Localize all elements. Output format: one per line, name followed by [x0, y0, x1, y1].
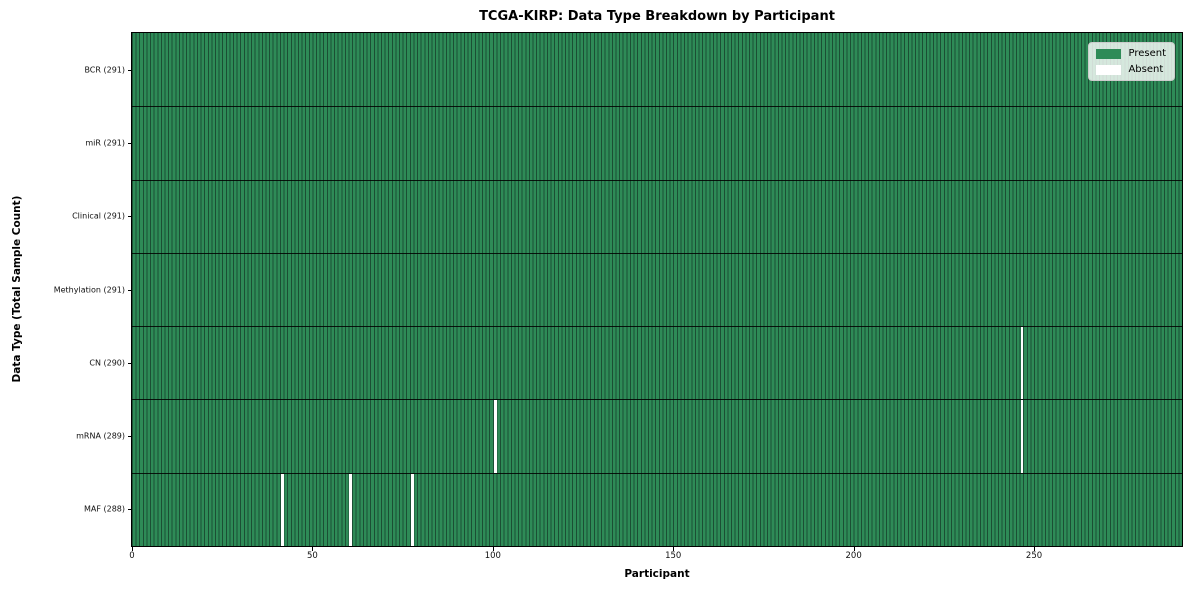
legend-item-present: Present [1096, 48, 1166, 59]
y-tick-label: mRNA (289) [76, 431, 125, 441]
absent-cell [349, 473, 353, 546]
y-tick-mark [128, 509, 132, 511]
heatmap-row-mrna [132, 399, 1182, 473]
y-tick-label: miR (291) [85, 138, 125, 148]
x-tick-label: 250 [1025, 551, 1043, 561]
legend-present-swatch [1096, 48, 1122, 59]
y-tick-label: CN (290) [89, 358, 125, 368]
y-tick-mark [128, 142, 132, 144]
legend-absent-swatch [1096, 64, 1122, 75]
absent-cell [1020, 400, 1024, 473]
x-tick-mark [853, 547, 855, 551]
heatmap-row-mir [132, 106, 1182, 180]
heatmap-row-cn [132, 326, 1182, 400]
heatmap-row-clinical [132, 179, 1182, 253]
x-tick-label: 100 [484, 551, 501, 561]
x-tick-label: 50 [306, 551, 318, 561]
y-tick-mark [128, 69, 132, 71]
absent-cell [1020, 327, 1024, 400]
legend-item-absent: Absent [1096, 64, 1166, 75]
y-tick-mark [128, 362, 132, 364]
x-tick-mark [673, 547, 675, 551]
y-tick-label: Methylation (291) [53, 285, 125, 294]
heatmap-row-bcr [132, 33, 1182, 107]
x-tick-mark [312, 547, 314, 551]
legend-absent-label: Absent [1128, 64, 1164, 75]
legend-present-label: Present [1128, 48, 1166, 59]
y-tick-label: MAF (288) [83, 504, 125, 514]
x-tick-mark [492, 547, 494, 551]
heatmap-row-methylation [132, 252, 1182, 327]
x-axis-label: Participant [624, 568, 690, 580]
x-tick-label: 200 [845, 551, 862, 561]
legend: Present Absent [1088, 42, 1175, 81]
heatmap-row-maf [132, 472, 1182, 546]
y-tick-mark [128, 436, 132, 438]
chart-title: TCGA-KIRP: Data Type Breakdown by Partic… [479, 9, 835, 24]
absent-cell [493, 400, 497, 473]
x-tick-label: 150 [665, 551, 682, 561]
x-tick-mark [132, 547, 133, 551]
y-tick-mark [128, 289, 132, 291]
plot-area: Present Absent [131, 32, 1183, 547]
y-tick-mark [128, 216, 132, 218]
y-tick-label: BCR (291) [84, 65, 125, 75]
absent-cell [410, 473, 414, 546]
absent-cell [280, 473, 284, 546]
y-tick-label: Clinical (291) [72, 211, 125, 221]
x-tick-label: 0 [129, 551, 135, 561]
x-tick-mark [1034, 547, 1036, 551]
